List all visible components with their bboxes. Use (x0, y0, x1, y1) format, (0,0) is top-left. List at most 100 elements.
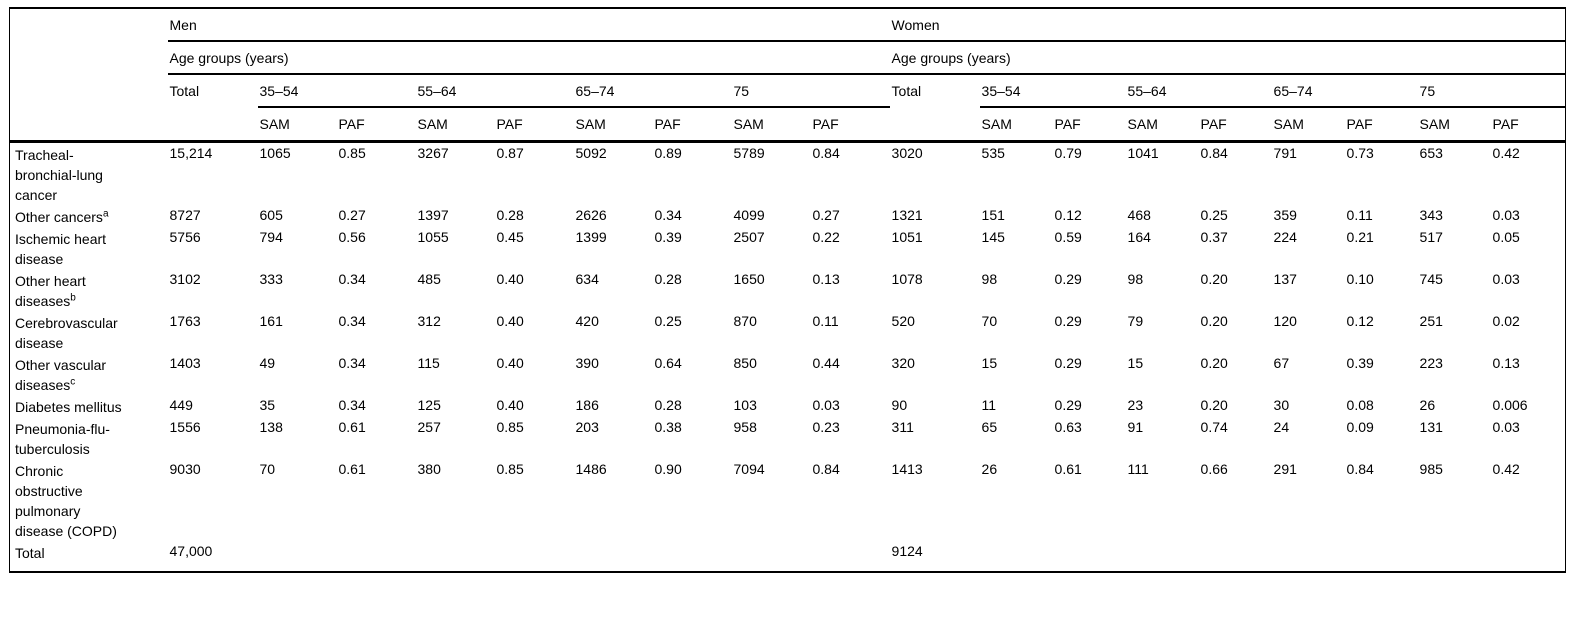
footnote-marker: c (70, 375, 76, 387)
data-cell: 0.13 (1492, 354, 1520, 371)
data-cell: 605 (259, 206, 283, 223)
data-cell: 0.22 (812, 228, 840, 245)
data-cell: 0.87 (496, 144, 524, 161)
data-cell: 5789 (733, 144, 765, 161)
data-cell: 0.34 (654, 206, 682, 223)
men-agegroup-55-64: 55–64 (415, 74, 574, 108)
data-cell: 0.28 (654, 396, 682, 413)
data-cell: 0.85 (496, 460, 524, 477)
data-cell: 0.34 (338, 312, 366, 329)
data-cell: 0.09 (1346, 418, 1374, 435)
data-cell: 0.20 (1200, 312, 1228, 329)
data-cell: 145 (981, 228, 1005, 245)
data-cell: 0.85 (338, 144, 366, 161)
data-cell: 0.73 (1346, 144, 1374, 161)
data-cell (1199, 541, 1272, 572)
women-agegroup-35-54: 35–54 (979, 74, 1126, 108)
data-cell: 0.20 (1200, 270, 1228, 287)
data-cell: 0.03 (1492, 270, 1520, 287)
paf-header: PAF (336, 107, 416, 143)
data-cell: 0.28 (654, 270, 682, 287)
data-cell: 2626 (575, 206, 607, 223)
data-cell: 23 (1127, 396, 1144, 413)
row-label: Other vascular diseasesc (15, 356, 107, 393)
data-cell: 70 (259, 460, 276, 477)
data-cell: 850 (733, 354, 757, 371)
data-cell: 1486 (575, 460, 607, 477)
corner-cell (10, 8, 168, 41)
data-cell: 0.40 (496, 312, 524, 329)
women-agegroup-55-64: 55–64 (1125, 74, 1272, 108)
data-cell: 151 (981, 206, 1005, 223)
data-cell: 26 (1419, 396, 1436, 413)
data-cell: 1321 (891, 206, 923, 223)
data-cell: 312 (417, 312, 441, 329)
data-cell: 0.45 (496, 228, 524, 245)
header-row-subcols: SAM PAF SAM PAF SAM PAF SAM PAF SAM PAF … (9, 107, 1566, 143)
data-cell: 0.02 (1492, 312, 1520, 329)
data-cell: 0.74 (1200, 418, 1228, 435)
data-cell: 0.44 (812, 354, 840, 371)
table-row: Pneumonia-flu-tuberculosis 1556 138 0.61 257… (10, 417, 1566, 459)
data-cell (1053, 541, 1126, 572)
data-cell: 125 (417, 396, 441, 413)
data-cell: 1078 (891, 270, 923, 287)
data-cell (495, 541, 574, 572)
data-cell: 0.20 (1200, 396, 1228, 413)
data-cell: 1397 (417, 206, 449, 223)
data-cell: 24 (1273, 418, 1290, 435)
data-cell: 47,000 (169, 542, 213, 559)
data-cell: 251 (1419, 312, 1443, 329)
data-cell: 0.66 (1200, 460, 1228, 477)
data-cell: 138 (259, 418, 283, 435)
paf-header: PAF (1490, 107, 1566, 143)
data-cell: 111 (1127, 460, 1149, 477)
data-cell: 1413 (891, 460, 923, 477)
data-cell: 311 (891, 418, 914, 435)
data-cell: 186 (575, 396, 599, 413)
data-cell: 0.03 (1492, 418, 1520, 435)
data-cell: 0.12 (1054, 206, 1082, 223)
footnote-marker: b (70, 291, 76, 303)
data-cell (416, 541, 495, 572)
data-cell: 0.28 (496, 206, 524, 223)
men-agegroup-75: 75 (731, 74, 890, 108)
data-cell: 0.84 (812, 460, 840, 477)
data-cell: 0.11 (1346, 206, 1373, 223)
corner-cell (9, 107, 168, 143)
data-cell (574, 541, 653, 572)
data-cell: 98 (981, 270, 998, 287)
data-cell: 0.20 (1200, 354, 1228, 371)
row-label: Tracheal-bronchial-lung cancer (15, 146, 103, 203)
data-cell: 0.84 (1200, 144, 1228, 161)
data-cell (258, 541, 337, 572)
data-cell: 0.40 (496, 270, 524, 287)
data-cell: 0.89 (654, 144, 682, 161)
data-cell (732, 541, 811, 572)
women-agegroup-65-74: 65–74 (1271, 74, 1418, 108)
data-cell: 30 (1273, 396, 1290, 413)
data-cell: 1403 (169, 354, 201, 371)
data-cell: 9030 (169, 460, 201, 477)
data-cell: 15 (981, 354, 998, 371)
data-cell: 0.23 (812, 418, 840, 435)
data-cell: 0.27 (338, 206, 366, 223)
paf-header: PAF (1052, 107, 1126, 143)
row-label: Diabetes mellitus (15, 398, 122, 415)
data-cell: 115 (417, 354, 440, 371)
data-cell: 0.38 (654, 418, 682, 435)
paf-header: PAF (810, 107, 890, 143)
data-cell: 65 (981, 418, 998, 435)
data-cell: 745 (1419, 270, 1443, 287)
corner-cell (10, 41, 168, 74)
paf-header: PAF (1344, 107, 1418, 143)
data-cell: 0.63 (1054, 418, 1082, 435)
data-cell: 11 (981, 396, 997, 413)
data-cell: 485 (417, 270, 441, 287)
table-row: Other vascular diseasesc 1403 49 0.34 115 0.4… (10, 353, 1566, 395)
data-cell: 0.42 (1492, 144, 1520, 161)
data-cell: 1650 (733, 270, 765, 287)
data-cell: 5756 (169, 228, 201, 245)
data-cell: 4099 (733, 206, 765, 223)
data-cell: 0.90 (654, 460, 682, 477)
